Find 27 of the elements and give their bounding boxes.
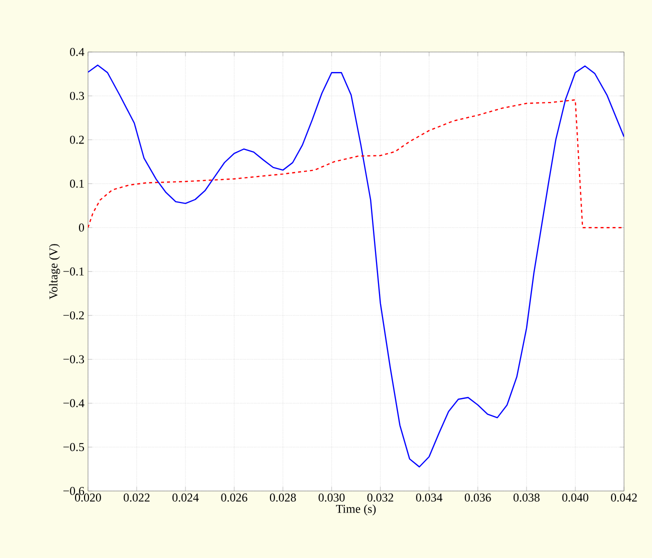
x-tick-label: 0.036: [464, 494, 491, 502]
y-tick-label: −0.5: [63, 443, 84, 452]
y-tick-label: −0.6: [63, 486, 84, 496]
y-tick-label: −0.2: [63, 311, 84, 320]
line-series: [88, 64, 624, 468]
y-tick-label: 0.4: [70, 48, 84, 56]
y-tick-label: −0.3: [63, 355, 84, 364]
y-axis-title: Voltage (V): [49, 244, 60, 300]
x-tick-label: 0.040: [562, 494, 588, 502]
x-tick-label: 0.020: [75, 494, 101, 502]
y-tick-label: 0: [78, 224, 84, 232]
x-axis-title: Time (s): [336, 504, 376, 516]
y-tick-label: 0.1: [70, 180, 84, 188]
x-tick-label: 0.030: [318, 494, 345, 502]
x-tick-label: 0.026: [221, 494, 248, 502]
y-tick-label: −0.4: [63, 399, 84, 408]
y-tick-label: −0.1: [63, 267, 84, 276]
line-series: [88, 99, 624, 228]
x-tick-label: 0.032: [367, 494, 394, 502]
x-tick-label: 0.042: [611, 494, 637, 502]
x-tick-label: 0.022: [124, 494, 150, 502]
x-tick-label: 0.034: [416, 494, 442, 502]
x-tick-label: 0.028: [270, 494, 296, 502]
x-tick-label: 0.024: [172, 494, 199, 502]
y-tick-label: 0.3: [70, 92, 84, 100]
y-tick-label: 0.2: [70, 136, 84, 144]
x-tick-label: 0.038: [514, 494, 540, 502]
